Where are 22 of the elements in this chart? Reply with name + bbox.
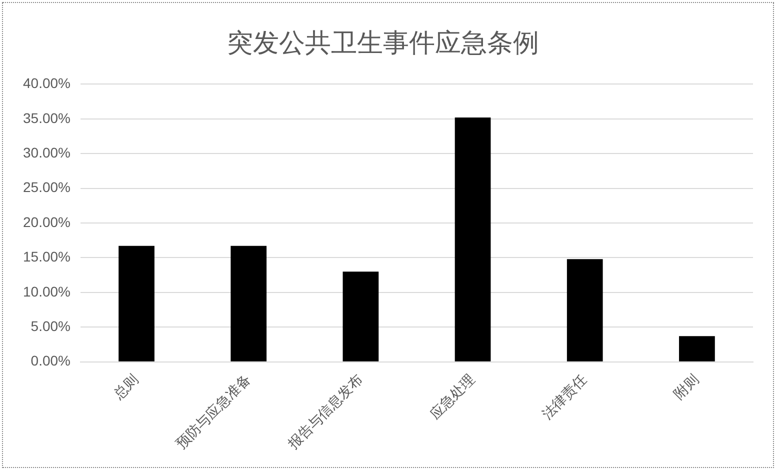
y-tick-label: 35.00% xyxy=(23,110,70,126)
y-tick-label: 30.00% xyxy=(23,144,70,160)
bar xyxy=(118,246,154,362)
x-tick-label: 报告与信息发布 xyxy=(284,372,366,454)
y-tick-label: 40.00% xyxy=(23,75,70,92)
bar xyxy=(566,259,603,362)
y-tick-label: 5.00% xyxy=(30,318,70,334)
x-tick-label: 附则 xyxy=(671,372,702,403)
chart-title: 突发公共卫生事件应急条例 xyxy=(227,28,539,58)
bar xyxy=(454,118,491,362)
x-tick-label: 应急处理 xyxy=(427,372,478,423)
bar xyxy=(230,246,267,362)
x-tick-label: 总则 xyxy=(110,372,142,404)
y-tick-label: 10.00% xyxy=(23,283,70,300)
y-tick-label: 20.00% xyxy=(23,214,70,230)
y-tick-label: 15.00% xyxy=(23,248,70,265)
bar xyxy=(679,336,715,362)
bar xyxy=(342,272,379,362)
x-tick-label: 法律责任 xyxy=(539,372,590,423)
y-tick-label: 25.00% xyxy=(23,179,70,196)
x-tick-label: 预防与应急准备 xyxy=(173,372,254,452)
y-tick-label: 0.00% xyxy=(30,352,70,369)
